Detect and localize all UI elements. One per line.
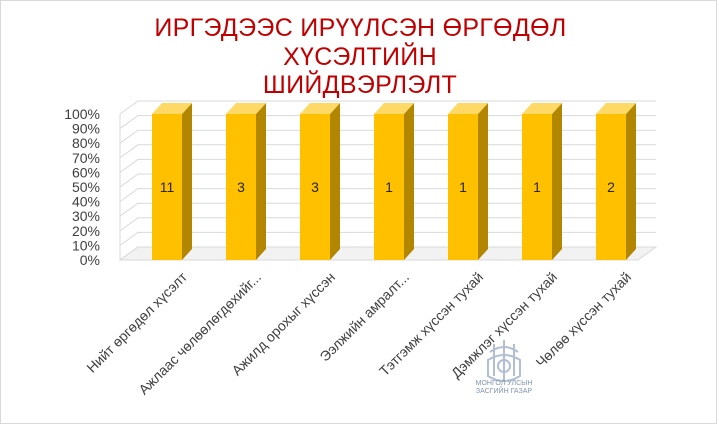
y-axis-tick-labels: 0%10%20%30%40%50%60%70%80%90%100%	[64, 106, 100, 268]
chart-bars	[152, 103, 636, 260]
y-tick-label: 0%	[80, 252, 100, 268]
y-tick-label: 80%	[72, 135, 100, 151]
y-tick-label: 90%	[72, 121, 100, 137]
bar-top	[522, 103, 562, 114]
y-tick-label: 40%	[72, 194, 100, 210]
data-label: 2	[607, 179, 615, 195]
x-tick-label: Ажлаас чөлөөлөгдөхийг...	[135, 269, 264, 398]
y-tick-label: 30%	[72, 208, 100, 224]
bar-side	[626, 103, 636, 260]
data-label: 3	[311, 179, 319, 195]
emblem-caption-line-1: МОНГОЛ УЛСЫН	[475, 380, 533, 387]
bar-top	[448, 103, 488, 114]
bar	[300, 114, 330, 260]
data-label: 11	[160, 179, 175, 195]
y-tick-label: 70%	[72, 150, 100, 166]
emblem-caption: МОНГОЛ УЛСЫН ЗАСГИЙН ГАЗАР	[462, 380, 546, 396]
data-label: 3	[237, 179, 245, 195]
bar	[522, 114, 552, 260]
bar-side	[552, 103, 562, 260]
y-tick-label: 10%	[72, 237, 100, 253]
y-tick-label: 100%	[64, 106, 100, 122]
data-label: 1	[459, 179, 467, 195]
bar	[448, 114, 478, 260]
bar	[596, 114, 626, 260]
bar-top	[374, 103, 414, 114]
chart-title-line-1: ИРГЭДЭЭС ИРҮҮЛСЭН ӨРГӨДӨЛ ХҮСЭЛТИЙН	[80, 14, 640, 71]
bar-side	[256, 103, 266, 260]
chart-title: ИРГЭДЭЭС ИРҮҮЛСЭН ӨРГӨДӨЛ ХҮСЭЛТИЙН ШИЙД…	[80, 14, 640, 99]
bar	[152, 114, 182, 260]
bar-side	[182, 103, 192, 260]
emblem-caption-line-2: ЗАСГИЙН ГАЗАР	[475, 388, 533, 395]
y-tick-label: 60%	[72, 164, 100, 180]
bar-top	[152, 103, 192, 114]
y-tick-label: 20%	[72, 223, 100, 239]
data-labels: 11 3 3 1 1 1 2	[160, 179, 615, 195]
bar-top	[300, 103, 340, 114]
bar-side	[404, 103, 414, 260]
data-label: 1	[533, 179, 541, 195]
chart-title-line-2: ШИЙДВЭРЛЭЛТ	[262, 71, 458, 100]
bar	[226, 114, 256, 260]
data-label: 1	[385, 179, 393, 195]
bar-top	[596, 103, 636, 114]
y-tick-label: 50%	[72, 179, 100, 195]
bar-top	[226, 103, 266, 114]
gridline	[119, 100, 656, 115]
government-emblem-logo	[487, 340, 521, 382]
bar-side	[330, 103, 340, 260]
chart-title-text-1: ИРГЭДЭЭС ИРҮҮЛСЭН ӨРГӨДӨЛ ХҮСЭЛТИЙН	[154, 14, 567, 72]
bar	[374, 114, 404, 260]
bar-side	[478, 103, 488, 260]
